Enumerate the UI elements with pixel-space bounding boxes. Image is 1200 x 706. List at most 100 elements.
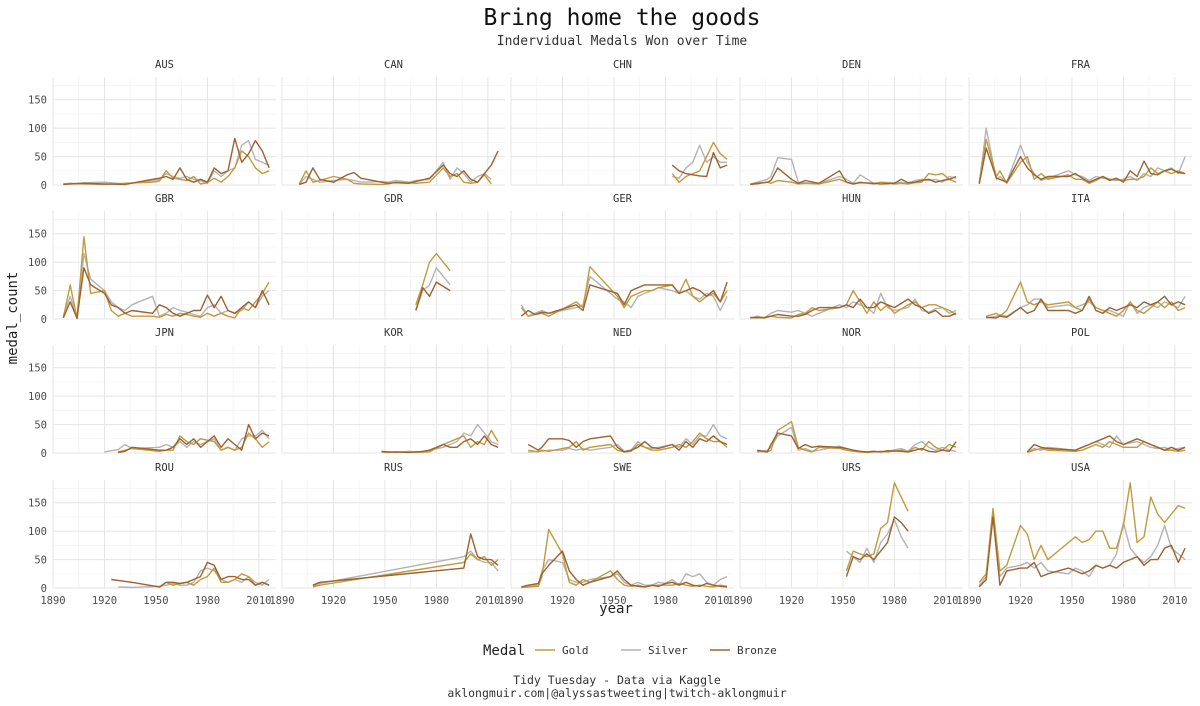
panel-aus: AUS 0 50 100 150 bbox=[28, 59, 276, 192]
y-tick-label: 100 bbox=[28, 526, 47, 538]
y-tick-label: 100 bbox=[28, 123, 47, 135]
series-line-silver bbox=[845, 519, 909, 564]
series-line-bronze bbox=[1026, 435, 1186, 453]
x-tick-label: 1980 bbox=[1111, 595, 1136, 607]
series-line-gold bbox=[62, 235, 270, 320]
x-tick-label: 1950 bbox=[830, 595, 855, 607]
strip-label: USA bbox=[1071, 462, 1091, 474]
x-tick-label: 1890 bbox=[269, 595, 294, 607]
series-line-bronze bbox=[312, 533, 499, 586]
y-tick-label: 50 bbox=[34, 555, 47, 567]
chart-subtitle: Indervidual Medals Won over Time bbox=[497, 34, 748, 49]
series-line-bronze bbox=[750, 298, 957, 319]
series-line-gold bbox=[845, 482, 909, 572]
panel-pol: POL bbox=[968, 327, 1192, 454]
x-tick-label: 1890 bbox=[498, 595, 523, 607]
y-tick-label: 0 bbox=[41, 314, 47, 326]
series-line-silver bbox=[978, 127, 1186, 184]
series-line-bronze bbox=[527, 435, 728, 453]
panel-can: CAN bbox=[281, 59, 505, 186]
series-line-bronze bbox=[63, 137, 270, 186]
panel-rus: RUS 1890 1920 1950 1980 2010 bbox=[269, 462, 505, 607]
x-tick-label: 1950 bbox=[143, 595, 168, 607]
panel-den: DEN bbox=[739, 59, 963, 186]
strip-label: FRA bbox=[1071, 59, 1091, 71]
x-tick-label: 1980 bbox=[424, 595, 449, 607]
series-line-bronze bbox=[757, 432, 957, 453]
series-line-gold bbox=[312, 553, 499, 588]
x-tick-label: 1980 bbox=[653, 595, 678, 607]
series-line-gold bbox=[978, 482, 1186, 583]
x-tick-label: 2010 bbox=[933, 595, 958, 607]
legend-label-gold: Gold bbox=[562, 644, 589, 657]
x-tick-label: 1950 bbox=[372, 595, 397, 607]
panel-jpn: JPN 0 50 100 150 bbox=[28, 327, 276, 460]
strip-label: NOR bbox=[842, 327, 862, 339]
x-tick-label: 2010 bbox=[246, 595, 271, 607]
facet-panels: AUS 0 50 100 150 CAN CHN DEN FRA GBR 0 50 100 150 GDR G… bbox=[28, 59, 1192, 607]
panel-urs: URS 1890 1920 1950 1980 2010 bbox=[727, 462, 963, 607]
series-line-bronze bbox=[521, 550, 728, 588]
series-line-gold bbox=[757, 421, 957, 454]
panel-ger: GER bbox=[510, 193, 734, 320]
y-tick-label: 0 bbox=[41, 448, 47, 460]
legend-label-bronze: Bronze bbox=[737, 644, 777, 657]
x-tick-label: 1920 bbox=[550, 595, 575, 607]
y-tick-label: 50 bbox=[34, 152, 47, 164]
x-tick-label: 1950 bbox=[601, 595, 626, 607]
legend: Medal Gold Silver Bronze bbox=[483, 643, 777, 659]
legend-title: Medal bbox=[483, 643, 525, 659]
series-line-bronze bbox=[845, 516, 909, 577]
strip-label: AUS bbox=[155, 59, 174, 71]
panel-gbr: GBR 0 50 100 150 bbox=[28, 193, 276, 326]
panel-ned: NED bbox=[510, 327, 734, 454]
strip-label: GER bbox=[613, 193, 633, 205]
x-tick-label: 2010 bbox=[704, 595, 729, 607]
series-line-silver bbox=[63, 139, 270, 186]
y-tick-label: 100 bbox=[28, 391, 47, 403]
series-line-silver bbox=[757, 426, 957, 453]
strip-label: URS bbox=[842, 462, 861, 474]
panel-hun: HUN bbox=[739, 193, 963, 320]
strip-label: DEN bbox=[842, 59, 861, 71]
strip-label: SWE bbox=[613, 462, 632, 474]
series-line-gold bbox=[520, 266, 728, 317]
strip-label: RUS bbox=[384, 462, 403, 474]
strip-label: NED bbox=[613, 327, 632, 339]
series-line-silver bbox=[750, 156, 957, 185]
series-line-silver bbox=[312, 550, 499, 587]
series-line-gold bbox=[298, 167, 492, 186]
panel-fra: FRA bbox=[968, 59, 1192, 186]
panel-rou: ROU 0 50 100 150 1890 1920 1950 1980 2010 bbox=[28, 462, 276, 607]
x-tick-label: 1980 bbox=[195, 595, 220, 607]
strip-label: ITA bbox=[1071, 193, 1091, 205]
x-tick-label: 1920 bbox=[321, 595, 346, 607]
panel-usa: USA 1890 1920 1950 1980 2010 bbox=[956, 462, 1192, 607]
x-tick-label: 2010 bbox=[1162, 595, 1187, 607]
series-line-bronze bbox=[415, 281, 451, 311]
series-line-bronze bbox=[750, 167, 957, 186]
x-axis-title: year bbox=[599, 601, 633, 617]
series-line-bronze bbox=[111, 561, 270, 588]
strip-label: HUN bbox=[842, 193, 861, 205]
series-line-bronze bbox=[671, 151, 728, 178]
x-tick-label: 1980 bbox=[882, 595, 907, 607]
strip-label: CAN bbox=[384, 59, 403, 71]
panel-ita: ITA bbox=[968, 193, 1192, 320]
strip-label: CHN bbox=[613, 59, 632, 71]
y-tick-label: 150 bbox=[28, 95, 47, 107]
caption-line-2: aklongmuir.com|@alyssastweeting|twitch-a… bbox=[447, 686, 786, 700]
series-line-gold bbox=[750, 289, 957, 319]
series-line-bronze bbox=[520, 281, 728, 317]
x-tick-label: 2010 bbox=[475, 595, 500, 607]
series-line-bronze bbox=[381, 435, 499, 454]
y-tick-label: 150 bbox=[28, 363, 47, 375]
y-tick-label: 150 bbox=[28, 498, 47, 510]
series-line-silver bbox=[672, 144, 728, 179]
series-line-bronze bbox=[118, 423, 270, 454]
series-line-gold bbox=[986, 281, 1186, 317]
y-tick-label: 0 bbox=[41, 180, 47, 192]
series-line-silver bbox=[528, 423, 728, 453]
x-tick-label: 1890 bbox=[956, 595, 981, 607]
